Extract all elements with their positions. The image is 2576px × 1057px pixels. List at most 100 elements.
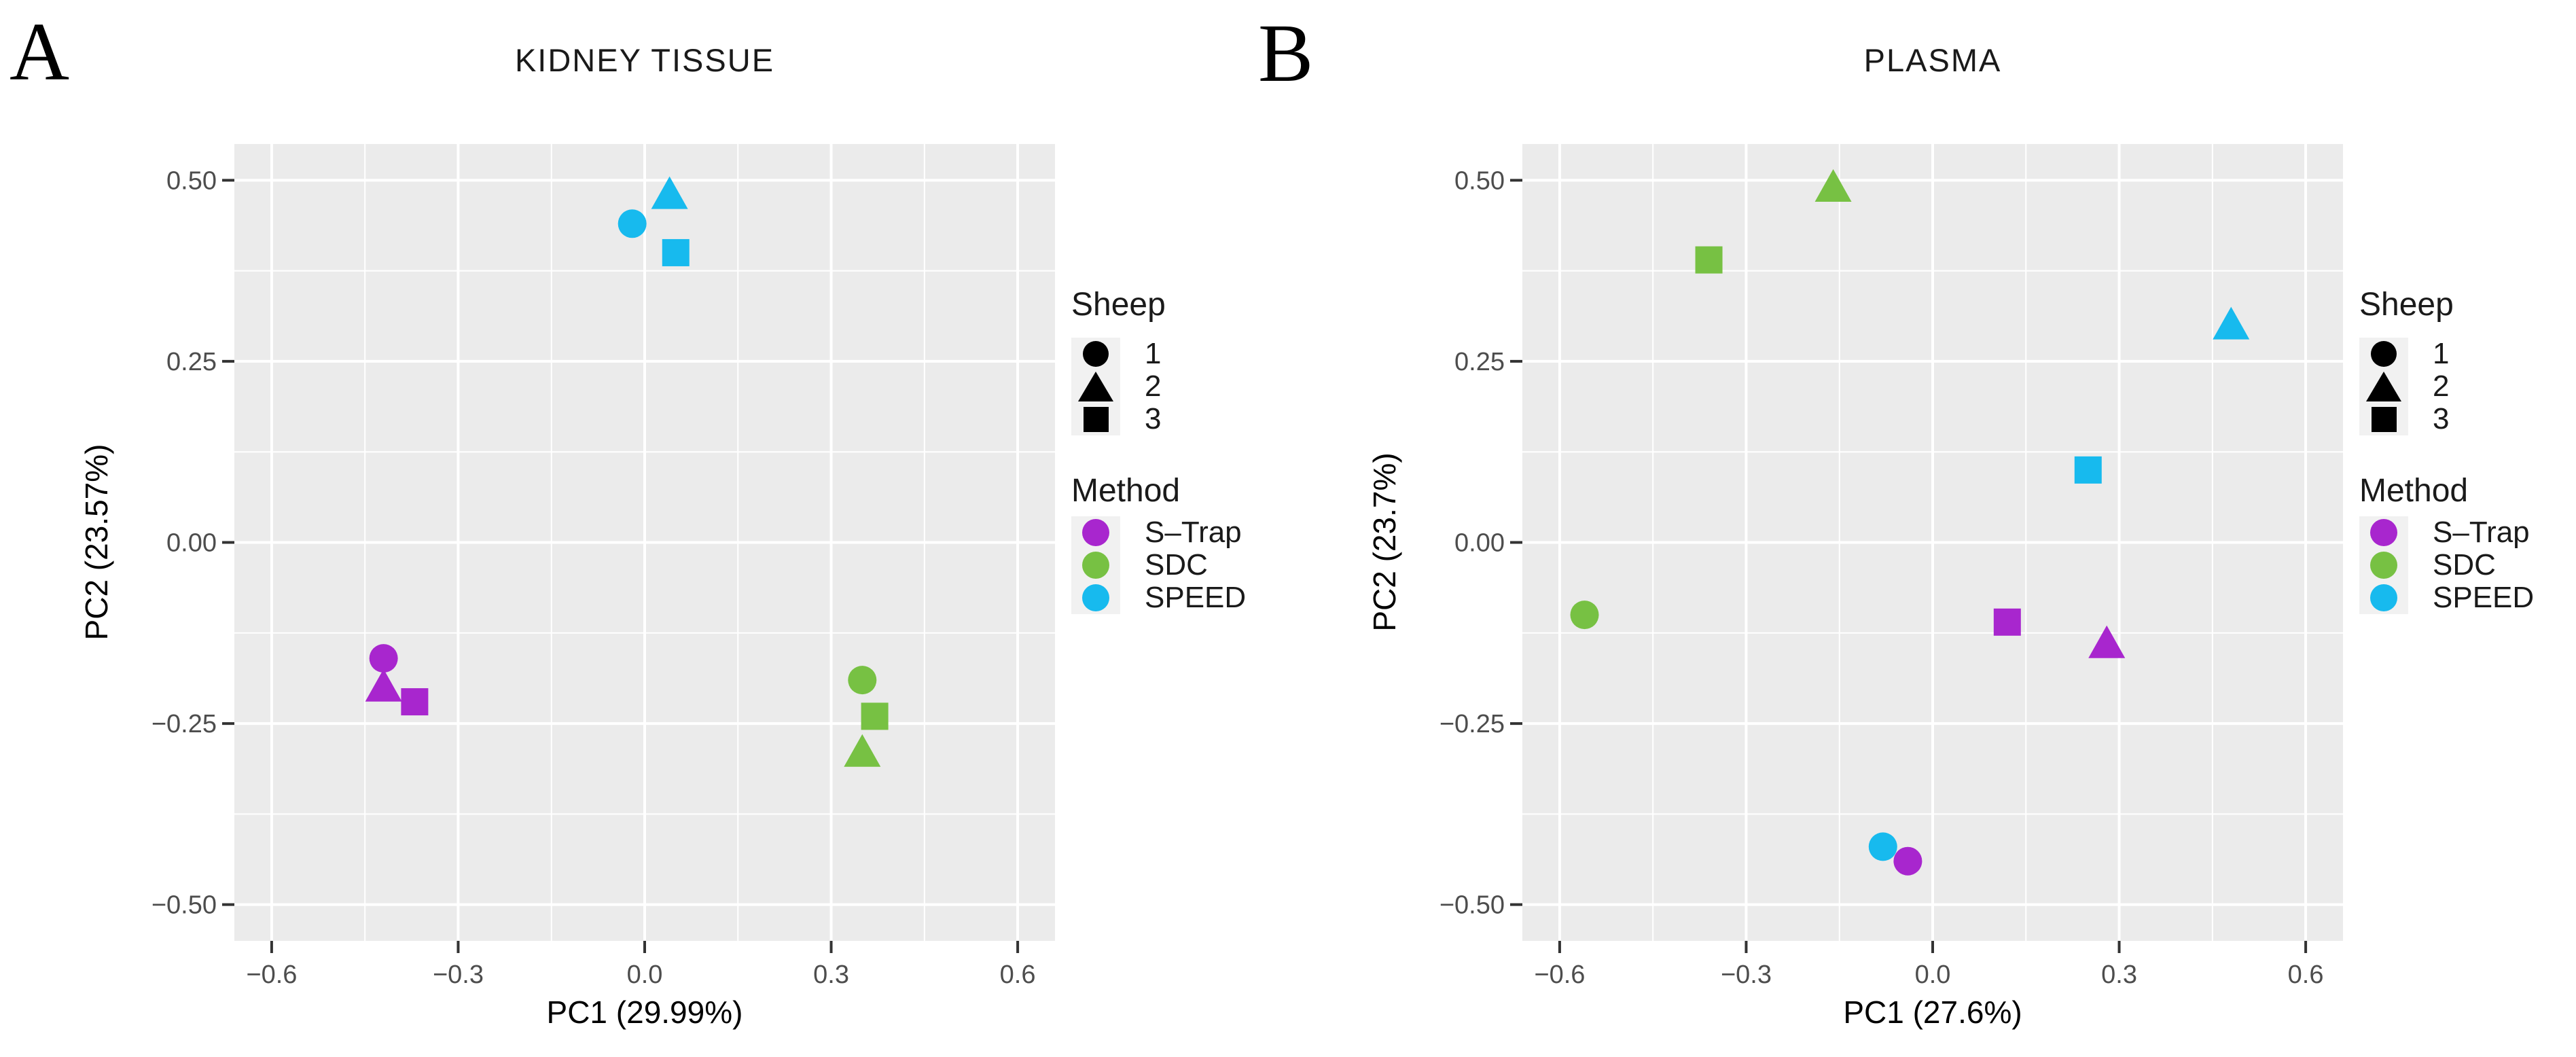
y-tick-label: −0.25: [1439, 710, 1505, 738]
legend-item-label: S–Trap: [2433, 516, 2530, 549]
legend-item-sheep-2: 2: [2359, 370, 2574, 403]
square-marker-icon: [1083, 406, 1109, 432]
data-point-circle: [369, 644, 398, 673]
legend-item-method-speed: SPEED: [2359, 581, 2574, 614]
data-point-triangle: [2088, 625, 2126, 658]
data-point-square: [1695, 246, 1723, 274]
y-tick-label: 0.25: [1454, 348, 1505, 376]
y-tick-label: 0.00: [1454, 529, 1505, 558]
legend-item-label: 3: [2433, 402, 2450, 435]
x-tick-label: −0.3: [433, 961, 484, 989]
y-tick-label: 0.25: [166, 348, 217, 376]
legend-key: [1071, 370, 1120, 403]
legend-item-label: 3: [1145, 402, 1162, 435]
data-point-circle: [1868, 832, 1897, 861]
x-tick-label: 0.3: [813, 961, 849, 989]
data-point-triangle: [844, 734, 881, 767]
legend-item-method-sdc: SDC: [2359, 548, 2574, 581]
data-point-circle: [618, 209, 647, 238]
legend-key: [1071, 403, 1120, 435]
legend-title-sheep: Sheep: [2359, 287, 2454, 323]
x-axis-title: PC1 (29.99%): [546, 995, 743, 1030]
x-tick-label: 0.0: [627, 961, 663, 989]
data-point-circle: [1570, 601, 1599, 630]
x-tick-label: −0.6: [1534, 961, 1585, 989]
legend-item-method-sdc: SDC: [1071, 548, 1286, 581]
legend-item-label: 1: [1145, 337, 1162, 370]
y-tick-label: 0.00: [166, 529, 217, 558]
panel-plasma: PLASMA −0.6 −0.3 0.0 0.3 0.6 0.50 0.25 0.00 −0.2…: [1288, 0, 2576, 1057]
legend-key: [2359, 403, 2408, 435]
strap-color-dot-icon: [2370, 519, 2397, 546]
x-tick-label: 0.3: [2101, 961, 2137, 989]
pca-plot-kidney: −0.6 −0.3 0.0 0.3 0.6 0.50 0.25 0.00 −0.25 −0.50: [151, 144, 1055, 989]
data-point-square: [861, 702, 889, 730]
pca-plot-plasma: −0.6 −0.3 0.0 0.3 0.6 0.50 0.25 0.00 −0.25 −0.50: [1439, 144, 2343, 989]
panel-label-b: B: [1258, 7, 1314, 99]
page-title: KIDNEY TISSUE: [514, 42, 775, 78]
data-point-triangle: [1814, 168, 1852, 202]
y-tick-label: 0.50: [1454, 166, 1505, 195]
x-tick-label: −0.6: [246, 961, 297, 989]
legend-item-label: 2: [2433, 370, 2450, 403]
legend-item-method-strap: S–Trap: [2359, 516, 2574, 549]
legend-item-sheep-1: 1: [1071, 337, 1286, 370]
data-point-triangle: [2213, 306, 2250, 340]
sdc-color-dot-icon: [1082, 552, 1109, 579]
x-tick-label: 0.6: [1000, 961, 1036, 989]
legend-key: [1071, 516, 1120, 549]
x-axis-title: PC1 (27.6%): [1843, 995, 2022, 1030]
legend-item-method-speed: SPEED: [1071, 581, 1286, 614]
legend-sheep-keys: 1 2 3: [2359, 337, 2574, 435]
legend-key: [2359, 549, 2408, 581]
y-tick-label: −0.50: [1439, 891, 1505, 920]
strap-color-dot-icon: [1082, 519, 1109, 546]
legend-item-sheep-3: 3: [2359, 402, 2574, 435]
legend-item-sheep-2: 2: [1071, 370, 1286, 403]
legend-item-label: 2: [1145, 370, 1162, 403]
circle-marker-icon: [1083, 341, 1109, 367]
legend-key: [2359, 516, 2408, 549]
panel-kidney-tissue: KIDNEY TISSUE −0.6 −0.3 0.0 0.3 0.6 0.50 0.25 0…: [79, 42, 1286, 1030]
legend-method-keys: S–Trap SDC SPEED: [1071, 516, 1286, 614]
legend-key: [1071, 549, 1120, 581]
data-point-square: [401, 688, 429, 716]
legend: Sheep 1 2 3 Method S–Trap SDC: [1071, 285, 1286, 614]
y-axis-title: PC2 (23.7%): [1367, 452, 1402, 632]
legend: Sheep 1 2 3 Method S–Trap SDC: [2359, 285, 2574, 614]
legend-item-label: 1: [2433, 337, 2450, 370]
data-point-square: [662, 238, 690, 266]
x-tick-label: −0.3: [1721, 961, 1772, 989]
legend-key: [2359, 370, 2408, 403]
legend-key: [2359, 338, 2408, 370]
speed-color-dot-icon: [1082, 584, 1109, 611]
panel-label-a: A: [10, 6, 70, 98]
legend-key: [2359, 581, 2408, 614]
legend-item-method-strap: S–Trap: [1071, 516, 1286, 549]
y-tick-label: 0.50: [166, 166, 217, 195]
x-tick-label: 0.0: [1915, 961, 1951, 989]
legend-item-sheep-1: 1: [2359, 337, 2574, 370]
legend-item-label: SDC: [2433, 548, 2496, 581]
data-point-circle: [848, 666, 877, 695]
legend-item-label: SDC: [1145, 548, 1208, 581]
data-point-triangle: [651, 176, 688, 209]
data-point-circle: [1893, 846, 1922, 876]
sdc-color-dot-icon: [2370, 552, 2397, 579]
data-point-square: [1993, 608, 2021, 636]
legend-item-label: SPEED: [1145, 581, 1247, 614]
legend-method-keys: S–Trap SDC SPEED: [2359, 516, 2574, 614]
triangle-marker-icon: [1078, 372, 1113, 401]
legend-title-method: Method: [1071, 473, 1181, 509]
legend-key: [1071, 581, 1120, 614]
data-point-triangle: [365, 668, 402, 702]
circle-marker-icon: [2371, 341, 2397, 367]
legend-key: [1071, 338, 1120, 370]
data-point-square: [2074, 456, 2102, 484]
y-tick-label: −0.25: [151, 710, 217, 738]
x-tick-label: 0.6: [2288, 961, 2324, 989]
page-title: PLASMA: [1863, 42, 2002, 78]
legend-item-sheep-3: 3: [1071, 402, 1286, 435]
square-marker-icon: [2371, 406, 2397, 432]
